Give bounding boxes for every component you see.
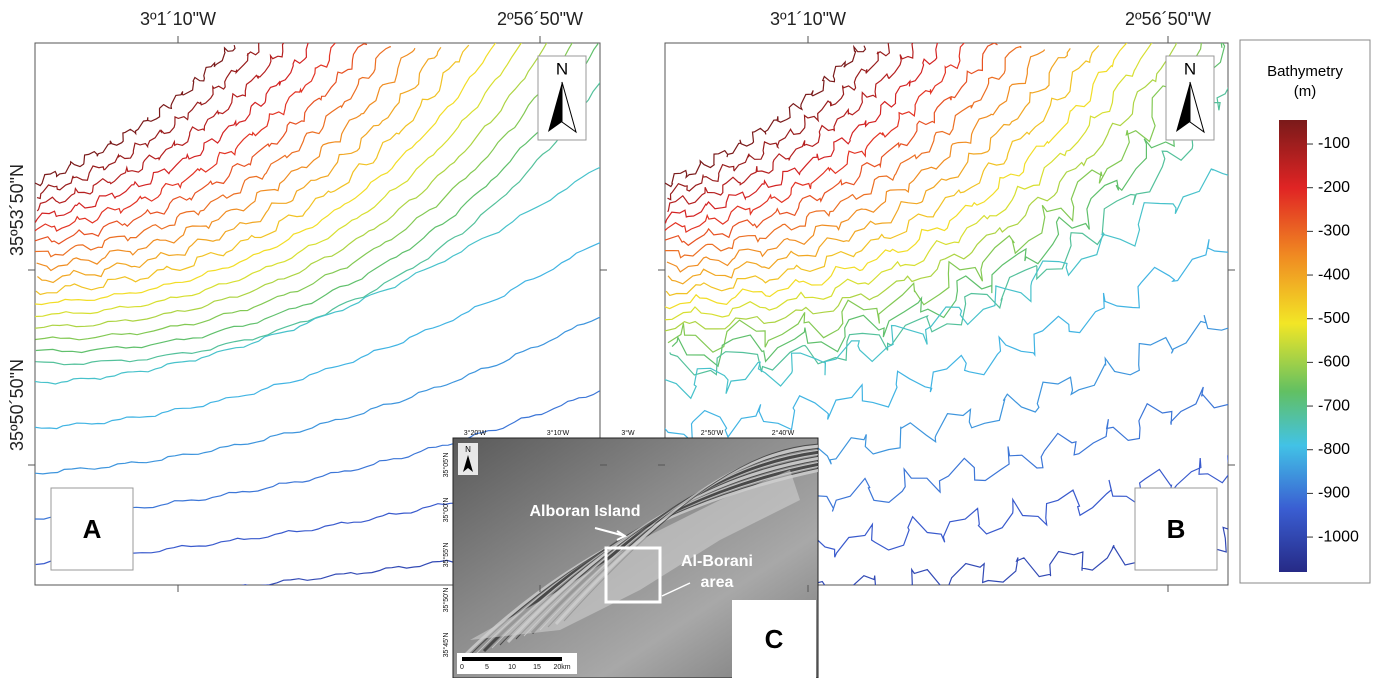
inset-latitude-label: 35°45'N (442, 633, 450, 658)
inset-longitude-label: 3°20'W (464, 429, 487, 437)
scale-label: 10 (508, 664, 516, 671)
scale-label: 15 (533, 664, 541, 671)
longitude-label: 2º56´50"W (1125, 9, 1211, 29)
north-label: N (556, 59, 568, 78)
scale-label: 0 (460, 664, 464, 671)
legend-tick-label: -600 (1318, 354, 1350, 371)
latitude-label: 35º53´50"N (7, 164, 27, 256)
legend-title: Bathymetry (1267, 63, 1343, 80)
north-label: N (1184, 59, 1196, 78)
legend-tick-label: -1000 (1318, 528, 1359, 545)
annotation: area (701, 574, 734, 591)
longitude-label: 3º1´10"W (140, 9, 216, 29)
inset-latitude-label: 35°55'N (442, 543, 450, 568)
inset-latitude-label: 35°05'N (442, 453, 450, 478)
scale-label: 20km (553, 664, 570, 671)
scale-bar (462, 657, 562, 661)
inset-longitude-label: 3°W (621, 429, 635, 437)
longitude-label: 2º56´50"W (497, 9, 583, 29)
inset-longitude-label: 3°10'W (547, 429, 570, 437)
legend-unit: (m) (1294, 83, 1317, 100)
legend-tick-label: -500 (1318, 310, 1350, 327)
panel-label: B (1167, 514, 1186, 544)
latitude-label: 35º50´50"N (7, 359, 27, 451)
inset-label: C (765, 624, 784, 654)
inset-longitude-label: 2°40'W (772, 429, 795, 437)
annotation: Alboran Island (529, 503, 640, 520)
colorbar (1279, 120, 1307, 572)
inset-latitude-label: 35°50'N (442, 588, 450, 613)
scale-label: 5 (485, 664, 489, 671)
inset-north-label: N (465, 445, 471, 454)
annotation: Al-Borani (681, 553, 753, 570)
legend-tick-label: -800 (1318, 441, 1350, 458)
inset-latitude-label: 35°00'N (442, 498, 450, 523)
legend-tick-label: -100 (1318, 135, 1350, 152)
panel-label: A (83, 514, 102, 544)
legend-tick-label: -900 (1318, 485, 1350, 502)
inset-map: 3°20'W 3°10'W 3°W 2°50'W 2°40'W 35°05'N 35°00'… (442, 429, 820, 678)
legend-tick-label: -700 (1318, 397, 1350, 414)
inset-longitude-label: 2°50'W (701, 429, 724, 437)
longitude-label: 3º1´10"W (770, 9, 846, 29)
legend-tick-label: -300 (1318, 223, 1350, 240)
legend-tick-label: -400 (1318, 266, 1350, 283)
legend-tick-label: -200 (1318, 179, 1350, 196)
figure: Bathymetry (m) 3°20'W 3°10'W 3°W 2°50'W 2°40… (0, 0, 1375, 678)
